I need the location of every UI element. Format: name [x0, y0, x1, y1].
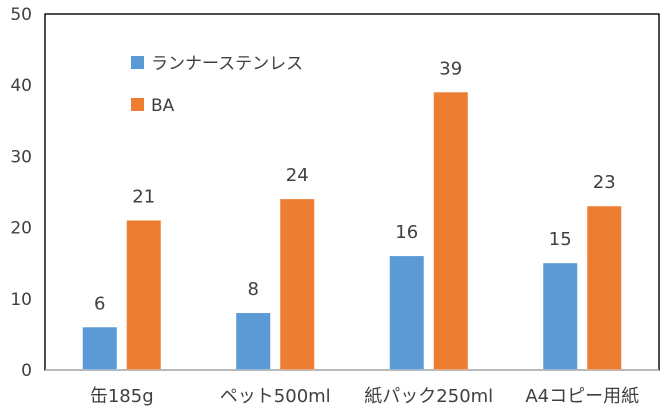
bar-series1: [82, 327, 117, 370]
legend-swatch: [131, 56, 144, 69]
data-label: 24: [286, 165, 309, 186]
legend-swatch: [131, 98, 144, 111]
data-label: 21: [132, 186, 155, 207]
data-label: 6: [94, 293, 105, 314]
legend: ランナーステンレス BA: [131, 54, 303, 116]
y-tick-label: 10: [10, 290, 32, 310]
x-category-label: A4コピー用紙: [525, 386, 639, 407]
y-tick-label: 40: [10, 76, 32, 96]
x-category-label: 紙パック250ml: [364, 386, 493, 407]
bar-series2: [126, 220, 161, 370]
plot-area: 6 21 8 24 16 39 15 23: [44, 13, 660, 371]
data-label: 15: [549, 229, 572, 250]
data-label: 39: [439, 58, 462, 79]
y-tick-label: 50: [10, 5, 32, 25]
data-label: 8: [248, 279, 259, 300]
bar-series1: [389, 256, 424, 370]
legend-label: BA: [151, 96, 175, 116]
bar-series2: [433, 92, 468, 370]
bar-series2: [587, 206, 622, 370]
bar-series2: [280, 199, 315, 370]
data-label: 16: [395, 222, 418, 243]
legend-label: ランナーステンレス: [151, 54, 303, 74]
y-tick-label: 20: [10, 219, 32, 239]
x-category-label: ペット500ml: [220, 386, 331, 407]
data-label: 23: [593, 172, 616, 193]
y-tick-label: 0: [21, 361, 32, 381]
bar-series1: [543, 263, 578, 370]
x-axis: 缶185g ペット500ml 紙パック250ml A4コピー用紙: [45, 369, 659, 407]
x-category-label: 缶185g: [90, 386, 154, 407]
y-tick-label: 30: [10, 147, 32, 167]
y-axis: 0 10 20 30 40 50: [10, 5, 32, 381]
bar-series1: [236, 313, 271, 370]
